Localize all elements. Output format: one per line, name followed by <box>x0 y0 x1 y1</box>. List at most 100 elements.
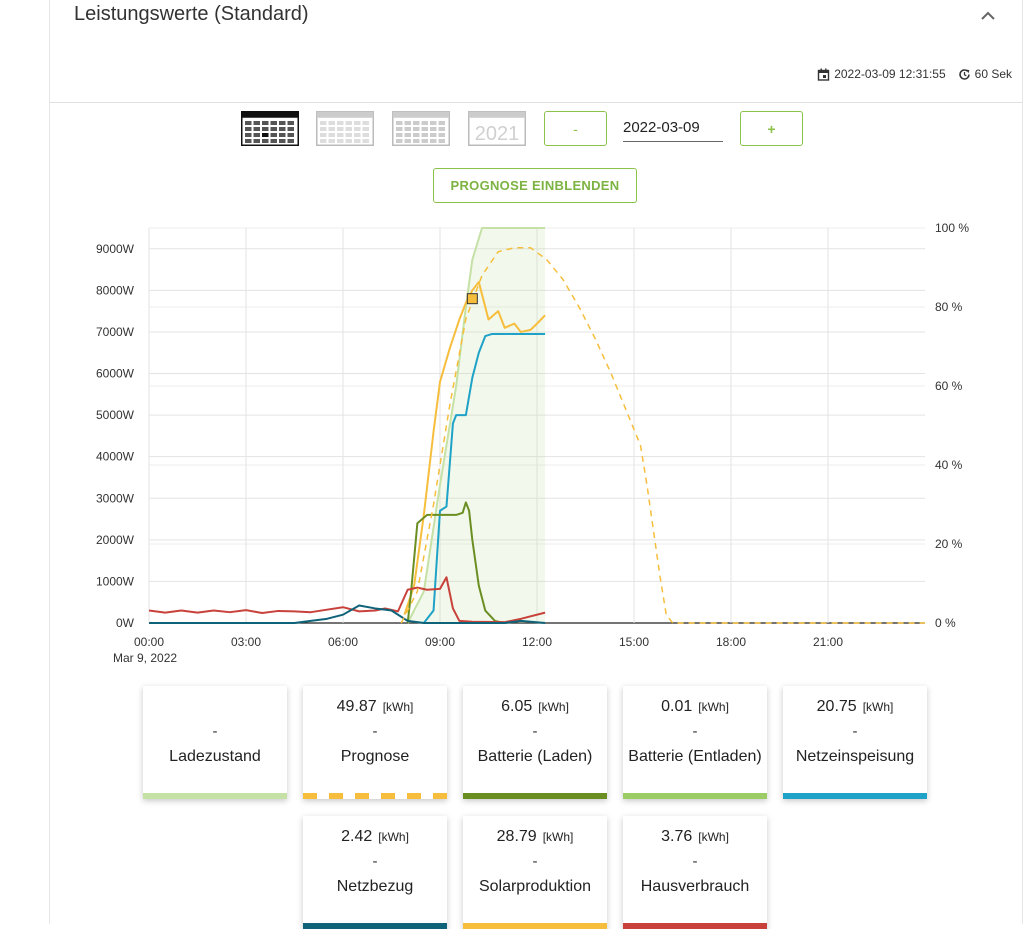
card-value: 6.05 [kWh] <box>463 698 607 716</box>
summary-card-netzbezug: 2.42 [kWh] - Netzbezug <box>303 816 447 929</box>
power-chart: 0W 1000W 2000W 3000W 4000W 5000W 6000W 7000W 800… <box>96 221 969 665</box>
y-left-tick-label: 7000W <box>96 325 135 339</box>
status-meta: 2022-03-09 12:31:55 60 Sek <box>817 67 1012 81</box>
card-label: Netzbezug <box>336 878 414 895</box>
summary-card-ladezustand: - Ladezustand <box>143 686 287 799</box>
series-prognose-line <box>400 247 925 624</box>
card-value: 0.01 [kWh] <box>623 698 767 716</box>
card-unit: [kWh] <box>378 830 409 844</box>
x-tick-label: 03:00 <box>231 635 261 649</box>
card-label: Batterie (Entladen) <box>628 748 762 765</box>
y-left-tick-label: 0W <box>116 616 135 630</box>
series-batterie-laden-line <box>406 501 505 624</box>
panel-title: Leistungswerte (Standard) <box>74 3 309 25</box>
x-tick-label: 12:00 <box>522 635 552 649</box>
card-unit: [kWh] <box>698 830 729 844</box>
y-right-tick-label: 60 % <box>935 379 963 393</box>
refresh-icon[interactable] <box>958 68 971 81</box>
month-calendar-icon <box>392 111 450 146</box>
refresh-interval: 60 Sek <box>974 67 1012 81</box>
day-calendar-icon <box>241 111 299 146</box>
card-dash: - <box>852 723 858 740</box>
card-color-bar <box>463 793 607 799</box>
card-label: Solarproduktion <box>478 878 592 895</box>
card-unit: [kWh] <box>698 700 729 714</box>
summary-card-prognose: 49.87 [kWh] - Prognose <box>303 686 447 799</box>
y-left-tick-label: 5000W <box>96 408 135 422</box>
card-value-number: 6.05 <box>501 698 533 715</box>
summary-card-netzeinspeisung: 20.75 [kWh] - Netzeinspeisung <box>783 686 927 799</box>
card-value-number: 2.42 <box>341 828 373 845</box>
card-label: Prognose <box>340 748 410 765</box>
summary-card-batterie-entladen: 0.01 [kWh] - Batterie (Entladen) <box>623 686 767 799</box>
year-view-button[interactable]: 2021 <box>468 111 526 146</box>
card-color-bar <box>623 793 767 799</box>
card-color-bar <box>143 793 287 799</box>
summary-card-solarproduktion: 28.79 [kWh] - Solarproduktion <box>463 816 607 929</box>
card-value: 2.42 [kWh] <box>303 828 447 846</box>
card-dash: - <box>532 723 538 740</box>
year-label: 2021 <box>475 123 520 145</box>
card-value-number: 0.01 <box>661 698 693 715</box>
card-value: 3.76 [kWh] <box>623 828 767 846</box>
y-right-tick-label: 40 % <box>935 458 963 472</box>
calendar-icon <box>818 68 830 81</box>
card-dash: - <box>372 853 378 870</box>
card-unit: [kWh] <box>538 700 569 714</box>
x-tick-label: 00:00 <box>134 635 164 649</box>
series-ladezustand-line <box>406 227 546 624</box>
previous-day-button[interactable]: - <box>544 111 607 146</box>
card-unit: [kWh] <box>862 700 894 714</box>
hover-marker <box>466 293 478 305</box>
x-tick-label: 06:00 <box>328 635 358 649</box>
summary-card-hausverbrauch: 3.76 [kWh] - Hausverbrauch <box>623 816 767 929</box>
card-value-number: 3.76 <box>661 828 693 845</box>
card-label: Batterie (Laden) <box>477 748 593 765</box>
card-value: 20.75 [kWh] <box>783 698 927 716</box>
chevron-up-icon[interactable] <box>978 6 998 26</box>
card-value: 28.79 [kWh] <box>463 828 607 846</box>
show-forecast-button[interactable]: PROGNOSE EINBLENDEN <box>433 168 637 203</box>
card-value <box>143 698 287 716</box>
energy-panel: Leistungswerte (Standard) 2022-03-09 12:… <box>49 0 1023 924</box>
series-hausverbrauch-line <box>148 576 546 624</box>
card-value-number: 49.87 <box>336 698 377 715</box>
card-unit: [kWh] <box>382 700 414 714</box>
week-calendar-icon <box>316 111 374 146</box>
y-left-tick-label: 4000W <box>96 450 135 464</box>
y-right-tick-label: 100 % <box>935 221 969 235</box>
y-left-tick-label: 6000W <box>96 367 135 381</box>
day-view-button[interactable] <box>241 111 299 146</box>
card-value: 49.87 [kWh] <box>303 698 447 716</box>
x-tick-label: 18:00 <box>716 635 746 649</box>
y-right-tick-label: 80 % <box>935 300 963 314</box>
y-left-tick-label: 1000W <box>96 574 135 588</box>
card-dash: - <box>692 853 698 870</box>
divider <box>50 102 1022 103</box>
week-view-button[interactable] <box>316 111 374 146</box>
month-view-button[interactable] <box>392 111 450 146</box>
y-left-tick-label: 9000W <box>96 242 135 256</box>
card-label: Netzeinspeisung <box>795 748 915 765</box>
card-dash: - <box>372 723 378 740</box>
x-tick-label: 15:00 <box>619 635 649 649</box>
card-dash: - <box>212 723 218 740</box>
summary-card-batterie-laden: 6.05 [kWh] - Batterie (Laden) <box>463 686 607 799</box>
card-label: Ladezustand <box>169 748 261 765</box>
next-day-button[interactable]: + <box>740 111 803 146</box>
x-tick-label: 21:00 <box>813 635 843 649</box>
x-date-label: Mar 9, 2022 <box>113 651 177 665</box>
y-right-tick-label: 0 % <box>935 616 956 630</box>
y-right-tick-label: 20 % <box>935 537 963 551</box>
card-value-number: 20.75 <box>816 698 857 715</box>
x-tick-label: 09:00 <box>425 635 455 649</box>
timestamp: 2022-03-09 12:31:55 <box>834 67 946 81</box>
y-left-tick-label: 3000W <box>96 491 135 505</box>
card-value-number: 28.79 <box>496 828 537 845</box>
series-netzbezug-line <box>149 604 546 624</box>
card-dash: - <box>692 723 698 740</box>
date-input[interactable] <box>623 113 723 142</box>
series-ladezustand-area <box>407 228 546 623</box>
series-netzeinspeisung-line <box>423 333 546 624</box>
card-color-bar <box>303 793 447 799</box>
